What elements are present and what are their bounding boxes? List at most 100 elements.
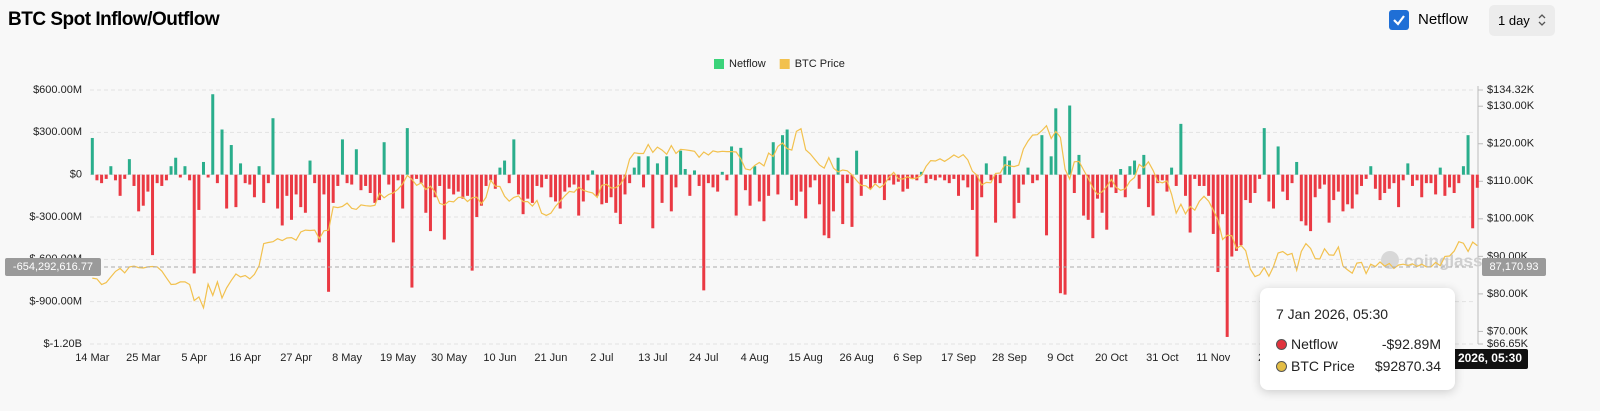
bar <box>1299 174 1303 222</box>
bar <box>623 174 627 195</box>
bar <box>516 174 520 195</box>
bar <box>475 174 479 217</box>
bar <box>345 174 349 184</box>
bar <box>234 174 238 208</box>
bar <box>1123 174 1127 198</box>
bar <box>919 171 923 175</box>
bar <box>1225 174 1229 337</box>
bar <box>100 174 104 184</box>
bar <box>1091 174 1095 239</box>
bar <box>1072 174 1076 194</box>
bar <box>276 174 280 209</box>
x-tick-label: 6 Sep <box>893 352 922 364</box>
bar <box>1017 174 1021 203</box>
tooltip-value: -$92.89M <box>1381 336 1441 352</box>
bar <box>563 174 567 192</box>
bar <box>1350 174 1354 209</box>
bar <box>943 174 947 181</box>
bar <box>1151 174 1155 216</box>
bar <box>855 150 859 175</box>
bar <box>299 174 303 208</box>
bar <box>327 174 331 292</box>
bar <box>294 174 298 195</box>
x-tick-label: 20 Oct <box>1095 352 1127 364</box>
bar <box>1309 174 1313 232</box>
bar <box>581 174 585 202</box>
bar <box>586 174 590 181</box>
bar <box>813 174 817 181</box>
bar <box>1142 154 1146 175</box>
chevron-icon <box>1538 14 1546 26</box>
x-tick-label: 13 Jul <box>638 352 667 364</box>
y2-tick-label: $70.00K <box>1487 325 1529 337</box>
bar <box>1179 123 1183 175</box>
bar <box>285 174 289 196</box>
bar <box>359 174 363 191</box>
bar <box>271 118 275 175</box>
x-tick-label: 30 May <box>431 352 468 364</box>
x-tick-label: 11 Nov <box>1196 352 1231 364</box>
bar <box>507 174 511 184</box>
bar <box>146 174 150 192</box>
bar <box>280 174 284 226</box>
y-tick-label: $0 <box>70 169 82 181</box>
bar <box>929 174 933 179</box>
bar <box>503 160 507 175</box>
bar <box>739 147 743 175</box>
bar <box>906 174 910 189</box>
bar <box>577 174 581 216</box>
interval-select[interactable]: 1 day <box>1489 5 1555 36</box>
bar <box>498 167 502 175</box>
bar <box>1332 174 1336 201</box>
bar <box>869 174 873 189</box>
bar <box>535 174 539 186</box>
bar <box>646 156 650 175</box>
bar <box>428 174 432 232</box>
bar <box>1012 174 1016 219</box>
bar <box>1281 174 1285 192</box>
bar <box>730 146 734 175</box>
bar <box>1133 160 1137 175</box>
bar <box>933 174 937 181</box>
bar <box>252 174 256 198</box>
bar <box>1285 174 1289 201</box>
bar <box>1360 174 1364 186</box>
bar <box>804 174 808 219</box>
tooltip-title: 7 Jan 2026, 05:30 <box>1276 306 1389 322</box>
bar <box>1304 174 1308 226</box>
bar <box>1392 174 1396 184</box>
bar <box>1258 174 1262 179</box>
bar <box>113 174 117 181</box>
bar <box>289 174 293 220</box>
bar <box>1378 174 1382 201</box>
legend-label: BTC Price <box>795 58 845 70</box>
bar <box>354 149 358 175</box>
bar <box>1156 174 1160 184</box>
bar <box>382 142 386 175</box>
bar <box>1026 167 1030 175</box>
bar <box>493 174 497 189</box>
y2-tick-label: $80.00K <box>1487 288 1529 300</box>
checkbox[interactable] <box>1389 10 1409 30</box>
bar <box>660 174 664 203</box>
bar <box>401 174 405 209</box>
bar <box>1207 174 1211 196</box>
bar <box>600 174 604 205</box>
bar <box>229 145 233 175</box>
bar <box>655 163 659 175</box>
x-tick-label: 15 Aug <box>789 352 823 364</box>
bar <box>442 174 446 240</box>
bar <box>322 174 326 195</box>
bar <box>614 174 618 213</box>
bar <box>702 174 706 291</box>
x-tick-label: 14 Mar <box>75 352 110 364</box>
bar <box>104 174 108 179</box>
checkbox-label[interactable]: Netflow <box>1418 11 1469 28</box>
bar <box>609 174 613 198</box>
bar <box>248 174 252 185</box>
bar <box>1086 174 1090 220</box>
bar <box>433 174 437 198</box>
bar <box>1410 174 1414 186</box>
bar <box>303 174 307 213</box>
